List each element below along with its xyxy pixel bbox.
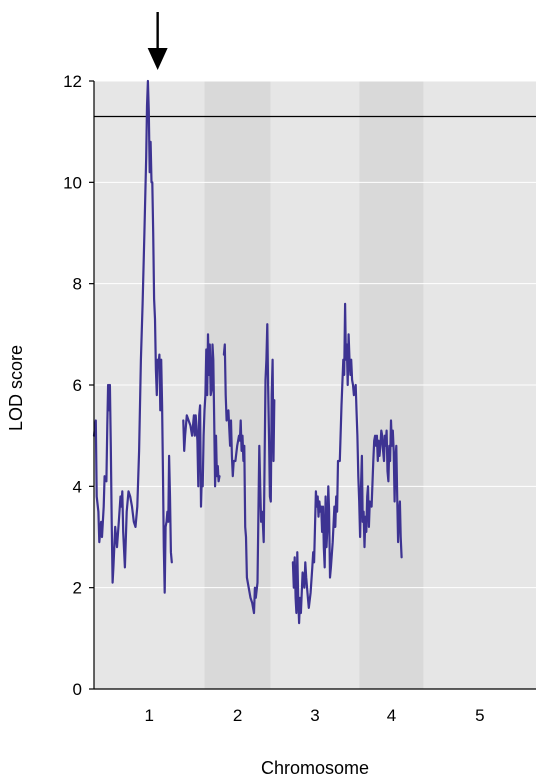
x-tick-label: 4 — [387, 706, 396, 725]
peak-arrow-icon — [147, 12, 168, 70]
y-tick-label: 0 — [73, 680, 82, 699]
y-tick-label: 2 — [73, 579, 82, 598]
lod-curve — [92, 79, 403, 625]
x-tick-label: 5 — [475, 706, 484, 725]
lod-curve-segment — [222, 323, 276, 615]
x-tick-label: 2 — [233, 706, 242, 725]
y-tick-label: 12 — [63, 72, 82, 91]
lod-curve-segment — [92, 79, 173, 594]
y-tick-label: 4 — [73, 477, 82, 496]
lod-curve-segment — [291, 302, 403, 625]
y-tick-label: 10 — [63, 173, 82, 192]
x-axis: 1 2 3 4 5 — [94, 688, 536, 725]
x-tick-label: 3 — [310, 706, 319, 725]
y-tick-label: 6 — [73, 376, 82, 395]
y-tick-label: 8 — [73, 275, 82, 294]
lod-curve-segment — [182, 333, 221, 508]
x-tick-label: 1 — [145, 706, 154, 725]
x-axis-title: Chromosome — [261, 758, 369, 778]
y-axis-title: LOD score — [6, 345, 26, 431]
y-axis: 0 2 4 6 8 10 12 — [63, 72, 95, 699]
